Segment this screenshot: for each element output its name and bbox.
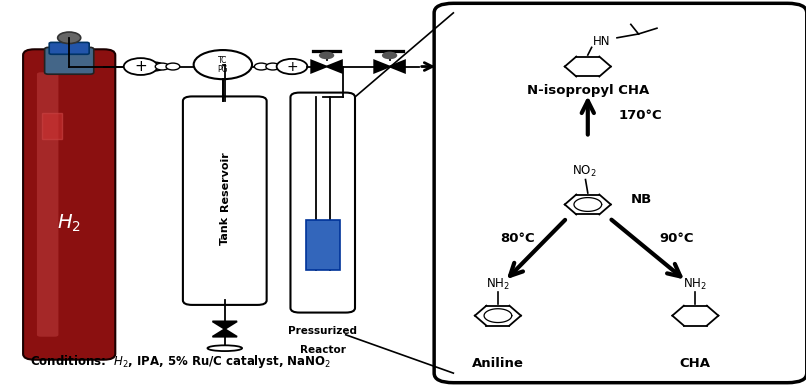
Text: 170°C: 170°C	[618, 109, 663, 122]
FancyBboxPatch shape	[37, 72, 59, 337]
Text: TC: TC	[218, 56, 227, 65]
Circle shape	[255, 63, 268, 70]
FancyBboxPatch shape	[23, 49, 115, 360]
Polygon shape	[374, 60, 389, 73]
FancyBboxPatch shape	[27, 2, 453, 384]
Circle shape	[147, 62, 164, 71]
Text: PG: PG	[218, 65, 228, 74]
Text: NB: NB	[631, 193, 652, 207]
FancyBboxPatch shape	[434, 3, 806, 383]
FancyBboxPatch shape	[305, 220, 339, 270]
Text: HN: HN	[593, 35, 610, 48]
Polygon shape	[389, 60, 405, 73]
Circle shape	[266, 63, 280, 70]
Circle shape	[193, 50, 252, 79]
Text: Reservoir: Reservoir	[220, 151, 230, 211]
Text: Pressurized: Pressurized	[289, 326, 357, 336]
Polygon shape	[213, 329, 237, 337]
FancyBboxPatch shape	[183, 96, 267, 305]
Text: +: +	[286, 59, 297, 74]
FancyBboxPatch shape	[44, 47, 93, 74]
Text: Reactor: Reactor	[300, 345, 346, 355]
Circle shape	[319, 52, 334, 59]
Circle shape	[382, 52, 397, 59]
Circle shape	[58, 32, 81, 44]
FancyBboxPatch shape	[290, 93, 355, 313]
Text: +: +	[135, 59, 147, 74]
Text: Tank: Tank	[220, 216, 230, 245]
Polygon shape	[213, 322, 237, 329]
Polygon shape	[326, 60, 342, 73]
Text: N-isopropyl CHA: N-isopropyl CHA	[526, 84, 649, 97]
Text: Aniline: Aniline	[472, 357, 524, 370]
FancyBboxPatch shape	[42, 113, 61, 139]
Polygon shape	[311, 60, 326, 73]
Circle shape	[276, 59, 307, 74]
Circle shape	[166, 63, 180, 70]
FancyBboxPatch shape	[49, 42, 89, 54]
Circle shape	[156, 63, 169, 70]
Text: NH$_2$: NH$_2$	[486, 277, 510, 292]
Text: $H_2$: $H_2$	[57, 213, 81, 234]
Text: NO$_2$: NO$_2$	[571, 164, 596, 179]
Text: CHA: CHA	[680, 357, 711, 370]
Text: Conditions:  $H_2$, IPA, 5% Ru/C catalyst, NaNO$_2$: Conditions: $H_2$, IPA, 5% Ru/C catalyst…	[30, 353, 331, 370]
Text: 80°C: 80°C	[500, 232, 534, 245]
Text: NH$_2$: NH$_2$	[683, 277, 708, 292]
Circle shape	[124, 58, 157, 75]
Ellipse shape	[207, 345, 242, 351]
Text: 90°C: 90°C	[659, 232, 693, 245]
Circle shape	[132, 62, 149, 71]
